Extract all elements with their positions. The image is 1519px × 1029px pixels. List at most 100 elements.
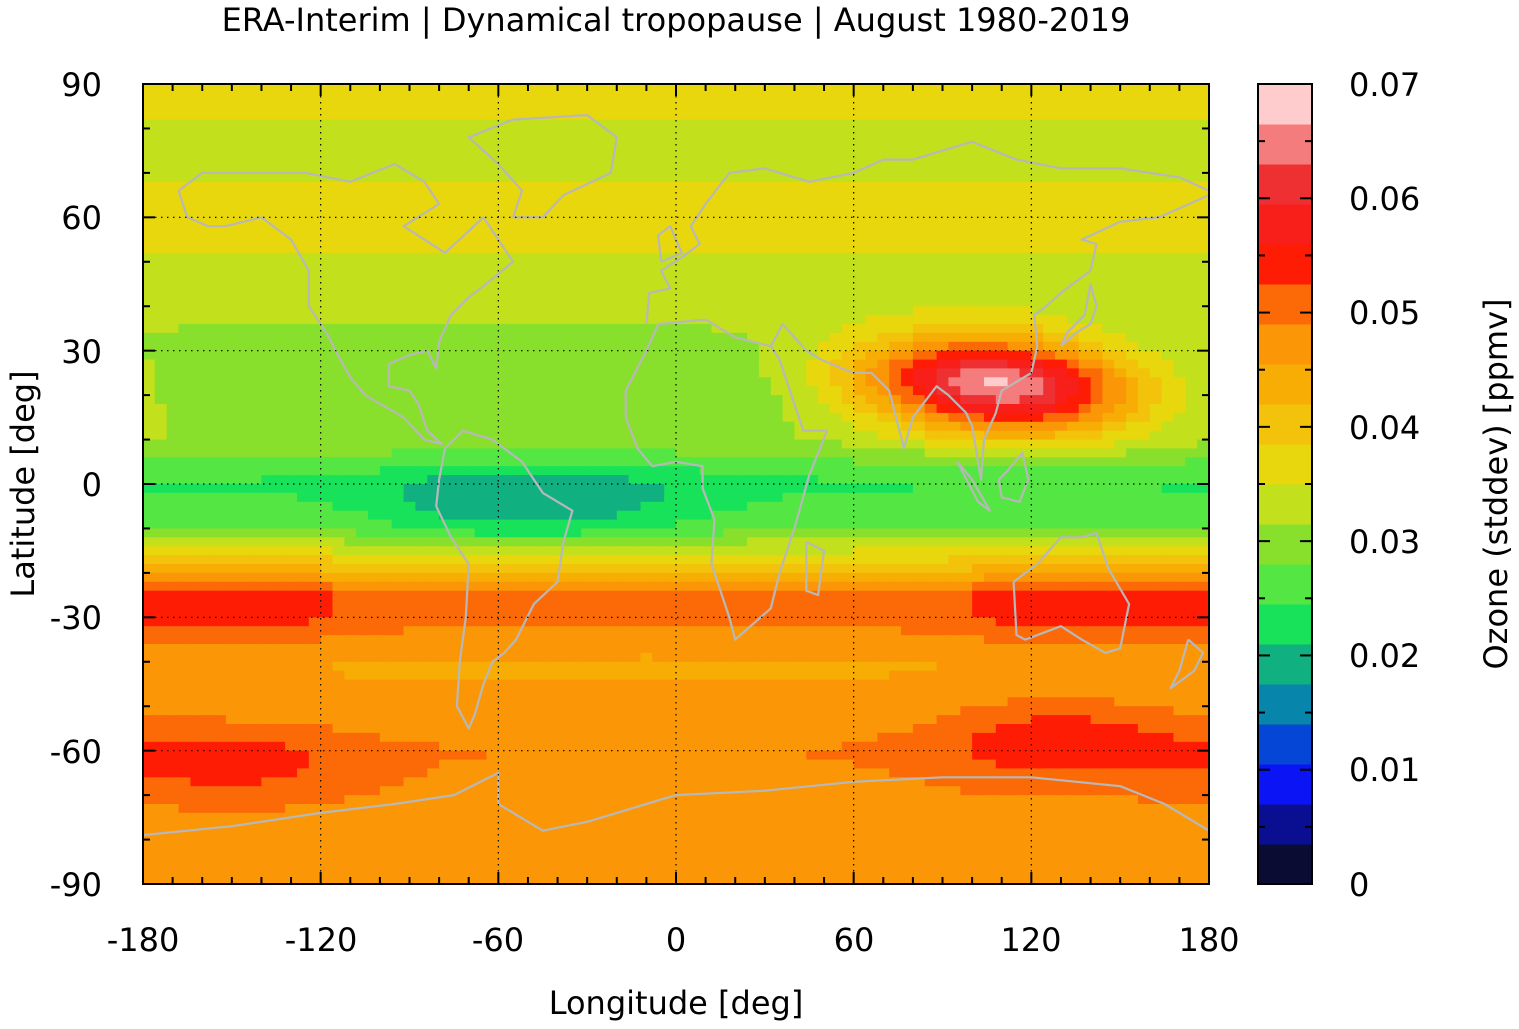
field-cell: [415, 350, 428, 361]
field-cell: [912, 261, 926, 272]
field-cell: [474, 528, 487, 538]
field-cell: [533, 324, 547, 334]
field-cell: [297, 386, 310, 396]
field-cell: [143, 306, 156, 316]
field-cell: [569, 164, 582, 174]
field-cell: [806, 457, 819, 467]
field-cell: [664, 368, 677, 378]
field-cell: [332, 164, 345, 174]
field-cell: [273, 199, 286, 210]
field-cell: [806, 555, 819, 565]
field-cell: [782, 84, 795, 94]
field-cell: [143, 146, 156, 156]
field-cell: [545, 439, 559, 450]
field-cell: [794, 404, 807, 414]
field-cell: [747, 484, 760, 494]
field-cell: [486, 279, 499, 290]
field-cell: [143, 155, 156, 165]
field-cell: [936, 190, 949, 201]
field-cell: [202, 110, 215, 121]
field-cell: [652, 92, 665, 103]
field-cell: [356, 92, 369, 103]
field-cell: [901, 172, 914, 183]
field-cell: [628, 110, 641, 121]
field-cell: [818, 155, 831, 165]
field-cell: [1161, 492, 1174, 503]
field-cell: [486, 297, 499, 307]
field-cell: [830, 92, 843, 103]
field-cell: [676, 119, 689, 130]
field-cell: [391, 279, 405, 290]
field-cell: [474, 546, 487, 556]
field-cell: [770, 439, 784, 450]
field-cell: [154, 484, 168, 494]
field-cell: [1102, 519, 1115, 530]
field-cell: [687, 199, 701, 210]
field-cell: [427, 350, 440, 361]
field-cell: [439, 386, 452, 396]
field-cell: [1185, 484, 1198, 494]
field-cell: [261, 430, 274, 441]
field-cell: [1043, 475, 1056, 485]
field-cell: [1114, 101, 1127, 112]
field-cell: [273, 421, 286, 432]
field-cell: [948, 155, 961, 165]
field-cell: [747, 395, 760, 405]
field-cell: [273, 324, 286, 334]
field-cell: [415, 101, 428, 112]
field-cell: [1149, 404, 1163, 414]
field-cell: [604, 572, 618, 583]
field-cell: [912, 430, 926, 441]
field-cell: [391, 359, 405, 370]
field-cell: [237, 484, 251, 494]
field-cell: [356, 244, 369, 254]
field-cell: [261, 119, 274, 130]
field-cell: [498, 217, 511, 227]
field-cell: [1090, 119, 1103, 130]
field-cell: [1197, 492, 1209, 503]
field-cell: [297, 288, 310, 298]
field-cell: [972, 208, 985, 218]
field-cell: [344, 412, 357, 423]
field-cell: [616, 492, 630, 503]
field-cell: [379, 341, 393, 352]
field-cell: [143, 128, 156, 138]
field-cell: [178, 359, 191, 370]
field-cell: [912, 199, 926, 210]
field-cell: [889, 315, 902, 325]
field-cell: [699, 261, 713, 272]
field-cell: [616, 306, 630, 316]
field-cell: [415, 395, 428, 405]
field-cell: [557, 270, 570, 281]
field-cell: [1031, 475, 1044, 485]
field-cell: [344, 279, 357, 290]
field-cell: [545, 288, 559, 298]
field-cell: [379, 377, 393, 387]
field-cell: [687, 430, 701, 441]
field-cell: [960, 528, 973, 538]
field-cell: [877, 341, 890, 352]
field-cell: [581, 475, 594, 485]
field-cell: [972, 270, 985, 281]
field-cell: [154, 430, 168, 441]
field-cell: [830, 172, 843, 183]
field-cell: [261, 519, 274, 530]
field-cell: [1007, 501, 1020, 512]
field-cell: [320, 315, 334, 325]
field-cell: [474, 519, 487, 530]
field-cell: [936, 226, 949, 236]
field-cell: [604, 252, 618, 263]
field-cell: [308, 101, 322, 112]
field-cell: [1043, 252, 1056, 263]
field-cell: [474, 510, 487, 521]
field-cell: [830, 270, 843, 281]
field-cell: [818, 501, 831, 512]
field-cell: [972, 377, 985, 387]
field-cell: [1055, 297, 1068, 307]
field-cell: [711, 244, 724, 254]
field-cell: [1078, 457, 1092, 467]
field-cell: [877, 404, 890, 414]
field-cell: [178, 448, 191, 458]
field-cell: [581, 555, 594, 565]
field-cell: [747, 84, 760, 94]
